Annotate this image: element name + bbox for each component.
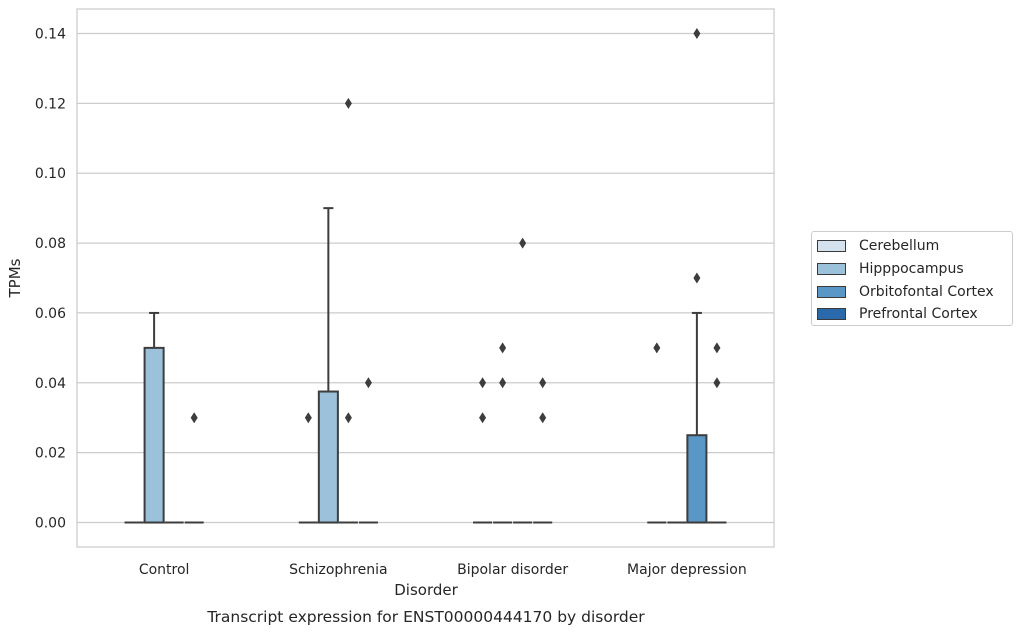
y-tick-label: 0.04 [35,376,66,392]
chart-title: Transcript expression for ENST0000044417… [206,608,645,626]
legend-swatch [817,308,846,321]
legend: Cerebellum Hipppocampus Orbitofontal Corte… [811,231,1013,326]
y-tick-label: 0.00 [35,516,66,532]
legend-item: Prefrontal Cortex [817,303,1012,326]
y-tick-label: 0.02 [35,446,66,462]
legend-label: Orbitofontal Cortex [859,283,994,300]
outlier-point [344,97,352,109]
outlier-point [499,377,507,389]
box-hipppocampus [493,342,513,524]
box-orbitofontal-cortex [686,27,708,524]
outlier-point [539,377,547,389]
legend-item: Cerebellum [817,235,1012,258]
box-cerebellum [647,342,667,524]
box-marks [124,27,727,524]
legend-swatch [817,263,846,276]
y-tick-label: 0.06 [35,306,66,322]
outlier-point [499,342,507,354]
box-body [317,390,339,524]
box-body [143,346,165,524]
outlier-point [539,412,547,424]
plot-area [76,8,775,548]
legend-item: Orbitofontal Cortex [817,280,1012,303]
x-tick-label: Bipolar disorder [457,562,568,578]
box-prefrontal-cortex [358,377,378,524]
x-axis: Control Schizophrenia Bipolar disorder Majo… [139,562,747,578]
x-axis-label: Disorder [394,581,458,599]
legend-swatch [817,285,846,298]
y-tick-label: 0.10 [35,166,66,182]
box-prefrontal-cortex [184,412,204,524]
outlier-point [713,342,721,354]
outlier-point [344,412,352,424]
outlier-point [304,412,312,424]
box-orbitofontal-cortex [338,97,358,524]
box-prefrontal-cortex [707,342,727,524]
y-tick-label: 0.14 [35,26,66,42]
x-tick-label: Major depression [627,562,747,578]
box-cerebellum [473,377,493,524]
outlier-point [713,377,721,389]
box-cerebellum [298,412,318,524]
box-hipppocampus [317,207,339,524]
y-axis-label: TPMs [6,258,24,298]
box-hipppocampus [143,311,165,524]
legend-label: Cerebellum [859,238,940,255]
outlier-point [693,27,701,39]
gridlines [77,32,774,524]
y-tick-label: 0.12 [35,96,66,112]
legend-item: Hipppocampus [817,258,1012,281]
outlier-point [479,377,487,389]
legend-label: Hipppocampus [859,261,964,278]
legend-label: Prefrontal Cortex [859,306,978,323]
outlier-point [693,272,701,284]
outlier-point [190,412,198,424]
y-axis: 0.00 0.02 0.04 0.06 0.08 0.10 0.12 0.14 [35,26,66,531]
outlier-point [364,377,372,389]
y-tick-label: 0.08 [35,236,66,252]
outlier-point [519,237,527,249]
legend-swatch [817,240,846,253]
box-prefrontal-cortex [533,377,553,524]
outlier-point [653,342,661,354]
outlier-point [479,412,487,424]
x-tick-label: Schizophrenia [289,562,387,578]
box-body [686,434,708,524]
x-tick-label: Control [139,562,190,578]
box-orbitofontal-cortex [513,237,533,524]
